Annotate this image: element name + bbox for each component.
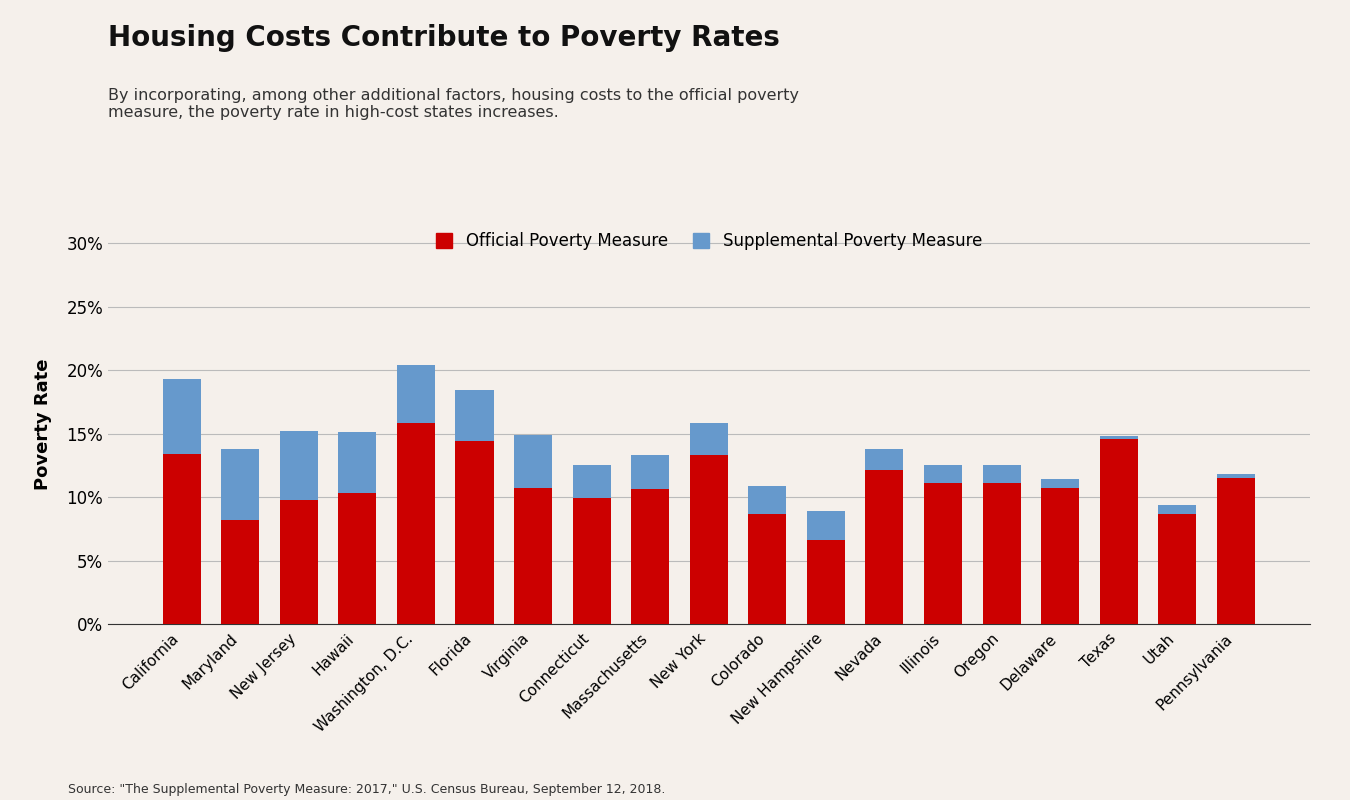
Bar [1100, 438, 1138, 624]
Bar [865, 470, 903, 624]
Bar [1041, 479, 1079, 488]
Bar [221, 520, 259, 624]
Y-axis label: Poverty Rate: Poverty Rate [35, 358, 53, 490]
Bar [162, 379, 201, 454]
Bar [1041, 488, 1079, 624]
Bar [572, 466, 610, 498]
Text: Source: "The Supplemental Poverty Measure: 2017," U.S. Census Bureau, September : Source: "The Supplemental Poverty Measur… [68, 783, 664, 796]
Bar [455, 390, 494, 441]
Bar [1100, 436, 1138, 438]
Text: Housing Costs Contribute to Poverty Rates: Housing Costs Contribute to Poverty Rate… [108, 24, 780, 52]
Bar [807, 540, 845, 624]
Bar [1158, 514, 1196, 624]
Legend: Official Poverty Measure, Supplemental Poverty Measure: Official Poverty Measure, Supplemental P… [436, 232, 981, 250]
Bar [983, 466, 1021, 483]
Bar [748, 514, 786, 624]
Bar [162, 454, 201, 624]
Bar [632, 455, 670, 490]
Bar [1216, 474, 1256, 478]
Text: By incorporating, among other additional factors, housing costs to the official : By incorporating, among other additional… [108, 88, 799, 120]
Bar [865, 449, 903, 470]
Bar [514, 434, 552, 488]
Bar [397, 365, 435, 423]
Bar [455, 441, 494, 624]
Bar [279, 499, 317, 624]
Bar [339, 432, 377, 494]
Bar [514, 488, 552, 624]
Bar [690, 455, 728, 624]
Bar [923, 466, 963, 483]
Bar [923, 483, 963, 624]
Bar [632, 490, 670, 624]
Bar [1158, 505, 1196, 514]
Bar [807, 511, 845, 540]
Bar [690, 423, 728, 455]
Bar [748, 486, 786, 514]
Bar [279, 431, 317, 499]
Bar [572, 498, 610, 624]
Bar [397, 423, 435, 624]
Bar [983, 483, 1021, 624]
Bar [1216, 478, 1256, 624]
Bar [339, 494, 377, 624]
Bar [221, 449, 259, 520]
